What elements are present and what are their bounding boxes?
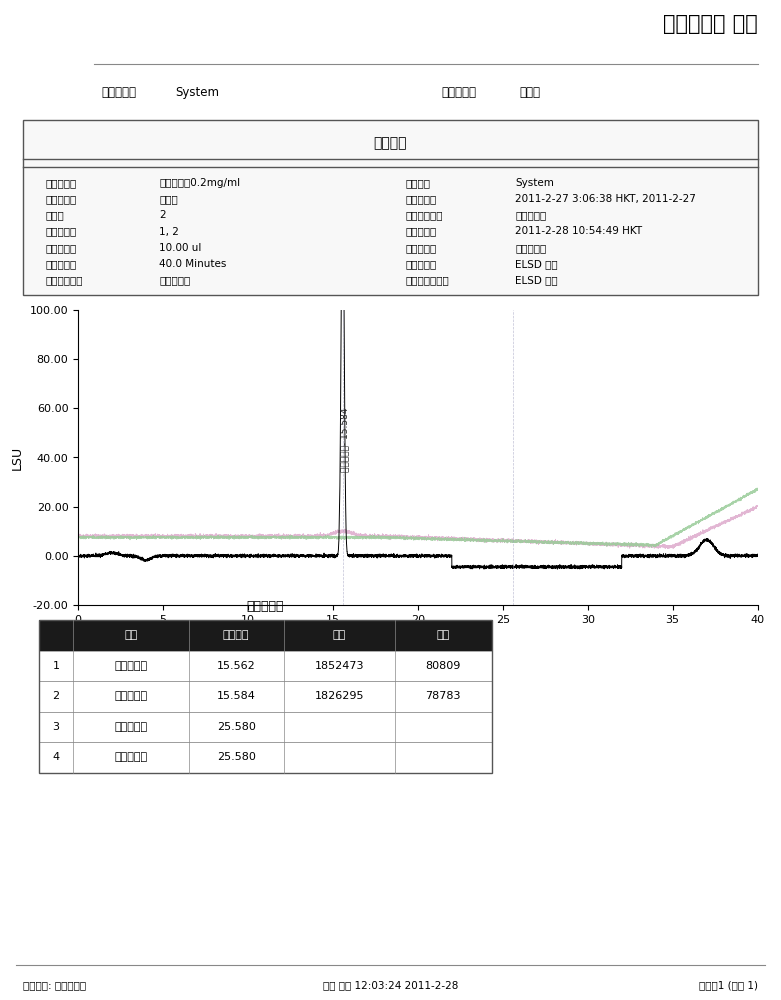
Text: 猪去氧胆酸: 猪去氧胆酸 — [114, 661, 148, 671]
Text: 4: 4 — [52, 752, 59, 762]
Text: System: System — [176, 86, 219, 99]
Text: 15.584: 15.584 — [216, 691, 255, 701]
Text: 处理通道注释：: 处理通道注释： — [405, 275, 449, 285]
Text: 胆酸钠: 胆酸钠 — [519, 86, 540, 99]
Text: 猪去氧胆酸- 15.584: 猪去氧胆酸- 15.584 — [341, 408, 350, 472]
Text: 2: 2 — [52, 691, 59, 701]
Text: 色谱峰结果: 色谱峰结果 — [247, 600, 284, 613]
Text: 瓶号：: 瓶号： — [45, 210, 64, 220]
Text: 报告方法: 胆酸钠报告: 报告方法: 胆酸钠报告 — [23, 980, 87, 990]
Text: ELSD 信号: ELSD 信号 — [515, 259, 558, 269]
Text: 10.00 ul: 10.00 ul — [159, 243, 201, 253]
Text: 进样次数：: 进样次数： — [45, 227, 77, 236]
Text: 15.562: 15.562 — [216, 661, 255, 671]
Text: 运行时间：: 运行时间： — [45, 259, 77, 269]
Text: 25.580: 25.580 — [216, 722, 255, 732]
Text: 1852473: 1852473 — [315, 661, 364, 671]
Text: 打印 下午 12:03:24 2011-2-28: 打印 下午 12:03:24 2011-2-28 — [323, 980, 458, 990]
Text: 3: 3 — [52, 722, 59, 732]
Text: ELSD 信号: ELSD 信号 — [515, 275, 558, 285]
Text: 处理方法：: 处理方法： — [405, 243, 437, 253]
Text: 项目名称：: 项目名称： — [441, 86, 476, 99]
X-axis label: 分钟: 分钟 — [410, 630, 426, 643]
Text: 1826295: 1826295 — [315, 691, 364, 701]
Text: 样品类型：: 样品类型： — [45, 194, 77, 204]
Bar — [39, 712, 492, 742]
Text: 胆酸钠处理: 胆酸钠处理 — [515, 243, 547, 253]
Text: 2011-2-27 3:06:38 HKT, 2011-2-27: 2011-2-27 3:06:38 HKT, 2011-2-27 — [515, 194, 696, 204]
Text: 名字: 名字 — [124, 630, 137, 640]
Bar — [39, 681, 492, 712]
Text: 页码：1 (共计 1): 页码：1 (共计 1) — [698, 980, 758, 990]
Text: 样品名称：: 样品名称： — [45, 178, 77, 188]
Text: 保留时间: 保留时间 — [223, 630, 249, 640]
Text: 标准样: 标准样 — [159, 194, 178, 204]
Text: System: System — [515, 178, 555, 188]
Text: 样品组名称：: 样品组名称： — [45, 275, 83, 285]
Text: 猪去氧胆酸0.2mg/ml: 猪去氧胆酸0.2mg/ml — [159, 178, 241, 188]
Y-axis label: LSU: LSU — [11, 445, 24, 470]
Text: 面积: 面积 — [333, 630, 346, 640]
Text: 胆酸钠梯度: 胆酸钠梯度 — [515, 210, 547, 220]
Text: 25.580: 25.580 — [216, 752, 255, 762]
Text: 2: 2 — [159, 210, 166, 220]
Bar — [39, 620, 492, 651]
Text: 采集时间：: 采集时间： — [405, 194, 437, 204]
Text: 78783: 78783 — [426, 691, 461, 701]
Text: 1: 1 — [52, 661, 59, 671]
Text: 样品信息: 样品信息 — [374, 136, 407, 150]
Text: 用户名称：: 用户名称： — [102, 86, 137, 99]
Text: 胆酸钠对照: 胆酸钠对照 — [159, 275, 191, 285]
Text: 2011-2-28 10:54:49 HKT: 2011-2-28 10:54:49 HKT — [515, 227, 643, 236]
Text: 进样体积：: 进样体积： — [45, 243, 77, 253]
Text: 采集方法组：: 采集方法组： — [405, 210, 443, 220]
Text: 胆酸钠报告 报告: 胆酸钠报告 报告 — [663, 14, 758, 34]
Bar — [39, 651, 492, 681]
Text: 80809: 80809 — [426, 661, 461, 671]
Text: 通道名称：: 通道名称： — [405, 259, 437, 269]
Text: 1, 2: 1, 2 — [159, 227, 179, 236]
Text: 峰高: 峰高 — [437, 630, 450, 640]
Bar — [39, 742, 492, 773]
Text: 处理日期：: 处理日期： — [405, 227, 437, 236]
Text: 胆去氧胆酸: 胆去氧胆酸 — [114, 722, 148, 732]
Text: 胆去氧胆酸: 胆去氧胆酸 — [114, 752, 148, 762]
Text: 采集者：: 采集者： — [405, 178, 430, 188]
Text: 40.0 Minutes: 40.0 Minutes — [159, 259, 226, 269]
Text: 猪去氧胆酸: 猪去氧胆酸 — [114, 691, 148, 701]
